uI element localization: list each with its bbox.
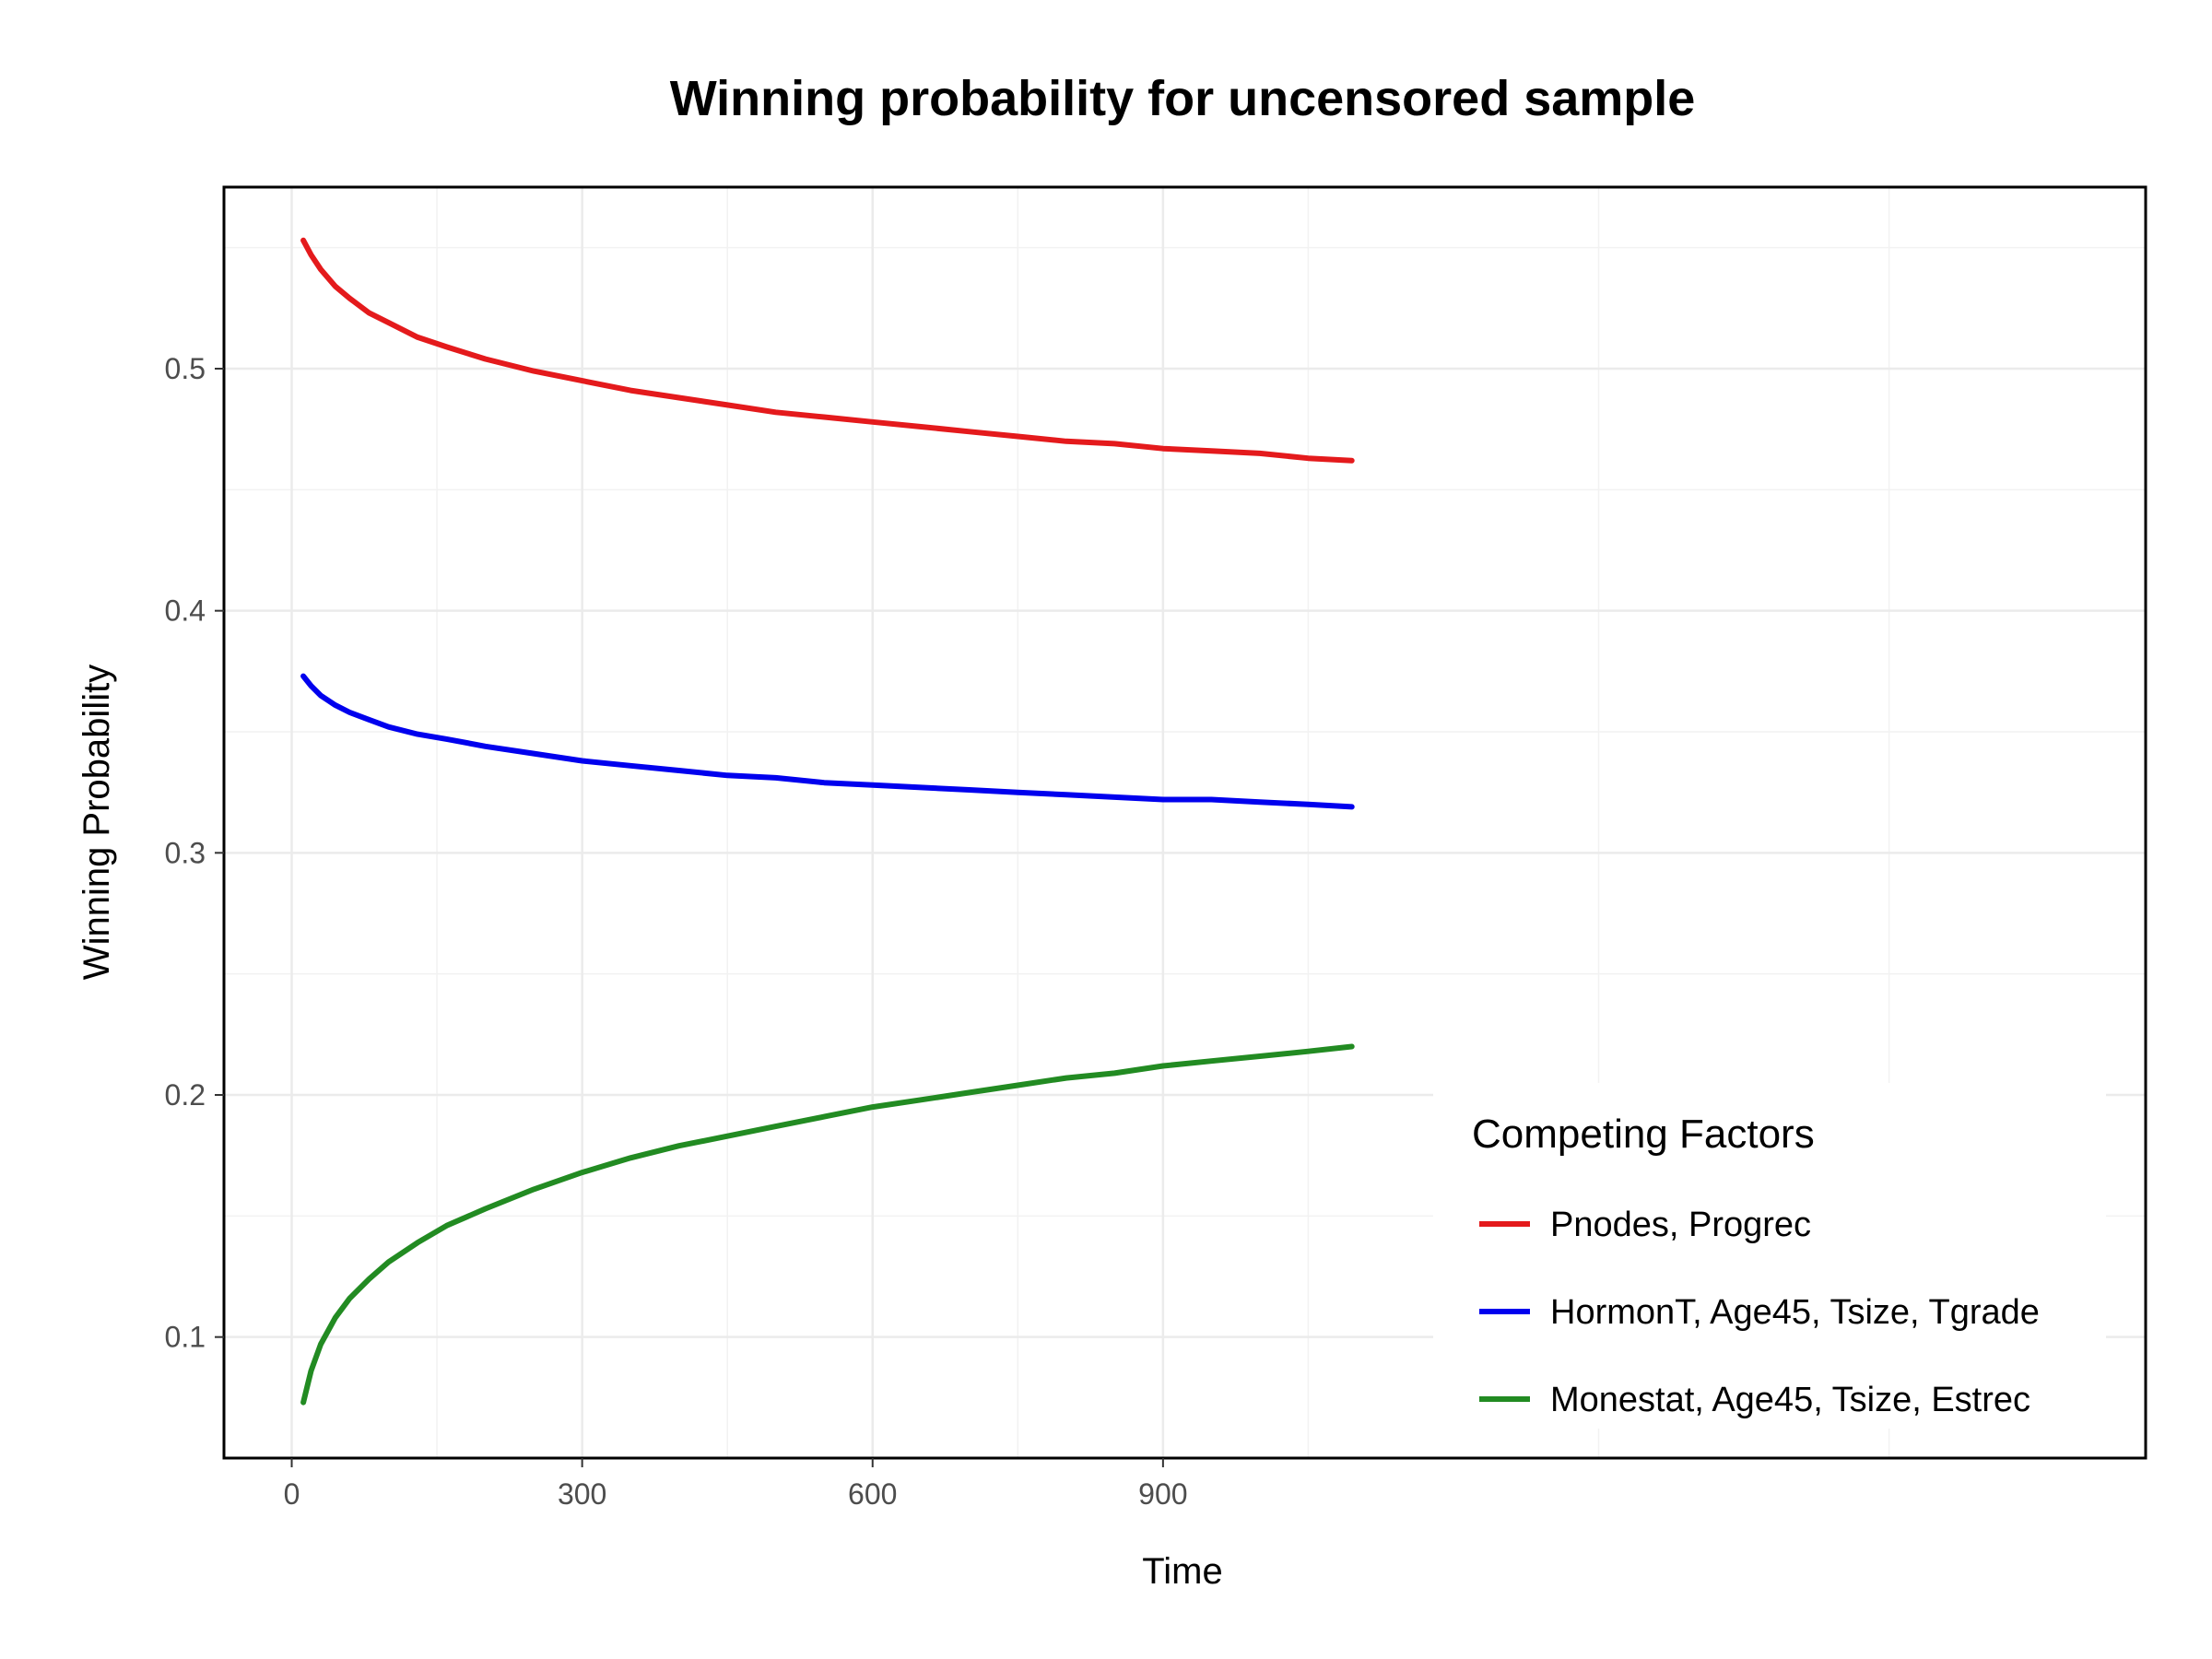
panel-border	[222, 185, 2147, 1460]
chart-title: Winning probability for uncensored sampl…	[670, 71, 1696, 126]
y-tick-label: 0.4	[165, 594, 206, 628]
y-tick-label: 0.2	[165, 1078, 206, 1112]
series-line-1	[300, 237, 1355, 464]
x-tick-label: 600	[848, 1477, 897, 1511]
legend-label-3: Monestat, Age45, Tsize, Estrec	[1550, 1381, 2030, 1419]
legend-label-2: HormonT, Age45, Tsize, Tgrade	[1550, 1293, 2040, 1332]
legend: Competing Factors Pnodes, Progrec HormonT…	[1433, 1083, 2106, 1429]
legend-title: Competing Factors	[1472, 1112, 1815, 1157]
legend-label-1: Pnodes, Progrec	[1550, 1206, 1811, 1244]
y-tick-label: 0.3	[165, 836, 206, 869]
legend-background	[1433, 1083, 2106, 1429]
legend-items: Pnodes, Progrec HormonT, Age45, Tsize, Tg…	[1479, 1206, 2040, 1419]
x-tick-label: 0	[284, 1477, 300, 1511]
y-tick-label: 0.1	[165, 1321, 206, 1354]
series-line-2	[300, 673, 1355, 810]
x-axis-title: Time	[1142, 1551, 1222, 1592]
grid-minor	[224, 187, 2146, 1459]
y-axis-title: Winning Probability	[76, 665, 117, 980]
series-lines	[300, 237, 1355, 1406]
x-axis-ticks: 0 300 600 900	[284, 1458, 1188, 1511]
x-tick-label: 900	[1138, 1477, 1187, 1511]
grid-major	[224, 187, 2146, 1458]
x-tick-label: 300	[558, 1477, 606, 1511]
y-tick-label: 0.5	[165, 352, 206, 385]
y-axis-ticks: 0.1 0.2 0.3 0.4 0.5	[165, 352, 224, 1354]
series-line-3	[300, 1043, 1355, 1406]
